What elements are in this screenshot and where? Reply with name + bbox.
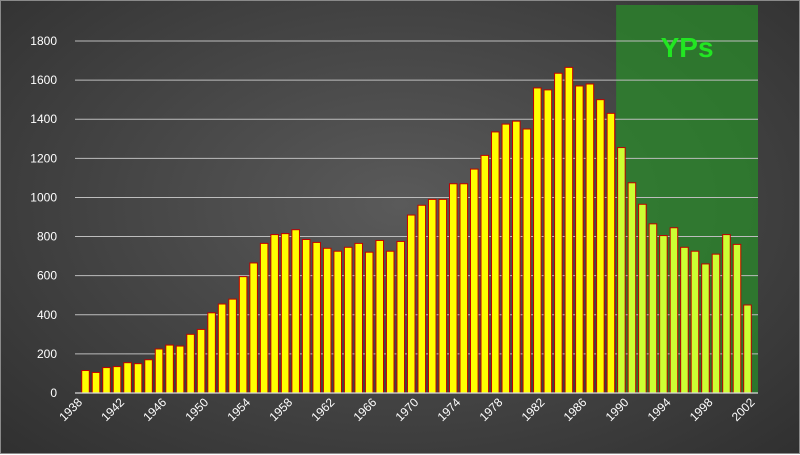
- bar: [238, 276, 248, 394]
- bar: [448, 183, 458, 394]
- bar: [165, 344, 174, 394]
- bar: [470, 168, 479, 394]
- x-tick-label: 1978: [477, 395, 506, 424]
- bar: [501, 123, 511, 394]
- y-tick-label: 600: [37, 269, 57, 283]
- bar: [312, 241, 321, 394]
- bar: [217, 303, 227, 394]
- bar: [427, 198, 437, 394]
- bar: [154, 348, 164, 394]
- bar: [81, 370, 90, 394]
- bar: [459, 183, 469, 394]
- x-tick-label: 1958: [266, 395, 295, 424]
- bar: [543, 89, 553, 394]
- bar: [112, 366, 122, 394]
- x-tick-label: 1990: [603, 395, 632, 424]
- bar: [438, 198, 448, 394]
- bar: [175, 345, 185, 394]
- bar: [606, 112, 616, 394]
- x-tick-label: 1946: [140, 395, 169, 424]
- x-tick-label: 1962: [309, 395, 338, 424]
- bar: [333, 250, 342, 394]
- highlight-label: YPs: [661, 32, 714, 63]
- bar: [102, 367, 111, 394]
- y-tick-label: 1600: [30, 73, 57, 87]
- y-tick-label: 1800: [30, 34, 57, 48]
- x-tick-label: 1994: [645, 395, 674, 424]
- x-tick-label: 1986: [561, 395, 590, 424]
- bar: [680, 246, 689, 394]
- y-tick-label: 1400: [30, 112, 57, 126]
- y-tick-label: 800: [37, 230, 57, 244]
- x-tick-label: 1970: [393, 395, 422, 424]
- bar: [533, 87, 542, 394]
- bar: [270, 234, 279, 394]
- bar: [701, 263, 710, 394]
- bar: [669, 227, 679, 394]
- bar: [406, 214, 416, 394]
- bar: [638, 203, 647, 394]
- bar: [585, 83, 595, 394]
- bar: [564, 66, 574, 394]
- bar: [627, 182, 637, 394]
- bar: [301, 238, 311, 394]
- bar: [196, 328, 206, 394]
- y-tick-labels: 0 200 400 600 800 1000 1200 1400 1600 1800: [30, 34, 57, 400]
- y-tick-label: 0: [50, 386, 57, 400]
- bar: [554, 72, 563, 394]
- bar: [575, 85, 584, 394]
- bars: [81, 66, 752, 394]
- bar: [228, 298, 237, 394]
- bar: [291, 229, 300, 394]
- bar: [480, 154, 490, 394]
- bar: [417, 204, 427, 394]
- x-tick-label: 1954: [224, 395, 253, 424]
- bar: [343, 246, 353, 394]
- y-tick-label: 200: [37, 347, 57, 361]
- bar: [375, 239, 385, 394]
- bar: [396, 240, 406, 394]
- bar: [280, 233, 290, 394]
- bar: [207, 312, 216, 394]
- x-tick-label: 1998: [687, 395, 716, 424]
- x-tick-label: 1982: [519, 395, 548, 424]
- x-tick-label: 1942: [98, 395, 127, 424]
- bar: [259, 242, 269, 394]
- bar: [690, 250, 700, 394]
- bar: [354, 242, 363, 394]
- bar: [364, 251, 374, 394]
- bar: [385, 250, 395, 394]
- bar: [144, 359, 153, 394]
- x-tick-label: 1974: [435, 395, 464, 424]
- bar: [648, 223, 658, 394]
- x-tick-label: 1966: [351, 395, 380, 424]
- x-tick-label: 1938: [56, 395, 85, 424]
- bar: [596, 99, 605, 394]
- x-tick-labels: 1938 1942 1946 1950 1954 1958 1962 1966 1970 1974…: [56, 395, 757, 424]
- bar: [722, 234, 731, 394]
- bar: [249, 262, 258, 394]
- bar: [91, 371, 101, 394]
- x-tick-label: 1950: [182, 395, 211, 424]
- y-tick-label: 400: [37, 308, 57, 322]
- bar: [186, 333, 195, 394]
- bar: [322, 247, 332, 394]
- bar: [133, 363, 143, 394]
- bar: [659, 235, 668, 394]
- bar: [732, 243, 742, 394]
- bar: [522, 128, 532, 394]
- bar: [491, 131, 500, 394]
- bar: [123, 362, 132, 394]
- bar: [512, 120, 521, 394]
- bar: [617, 147, 626, 394]
- bar: [711, 253, 721, 394]
- y-tick-label: 1000: [30, 190, 57, 204]
- bar: [743, 304, 752, 394]
- y-tick-label: 1200: [30, 151, 57, 165]
- x-tick-label: 2002: [729, 395, 758, 424]
